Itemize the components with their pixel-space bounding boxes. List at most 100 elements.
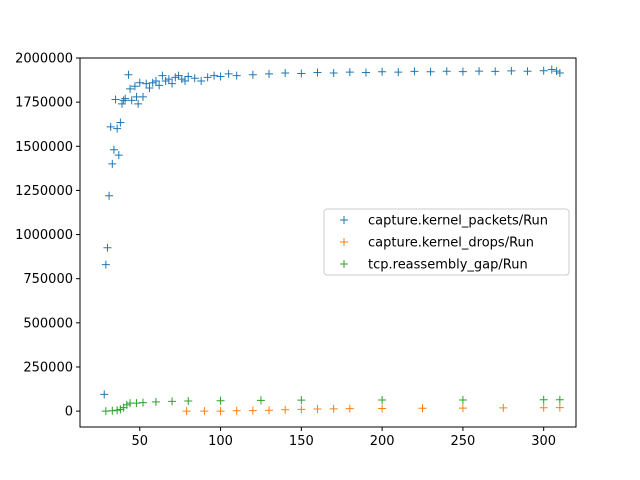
data-point: [100, 390, 109, 399]
data-point: [151, 397, 160, 406]
data-point: [378, 67, 387, 76]
data-point: [232, 71, 241, 80]
data-point: [216, 72, 225, 81]
data-point: [297, 405, 306, 414]
data-point: [378, 404, 387, 413]
y-tick-label: 1000000: [15, 228, 73, 243]
data-point: [174, 71, 183, 80]
data-point: [135, 78, 144, 87]
data-point: [121, 94, 130, 103]
data-point: [345, 68, 354, 77]
legend: capture.kernel_packets/Run capture.kernel…: [323, 208, 570, 276]
data-point: [297, 69, 306, 78]
data-point: [184, 397, 193, 406]
data-point: [114, 151, 123, 160]
legend-marker: [340, 238, 348, 246]
data-point: [122, 400, 131, 409]
data-point: [116, 405, 125, 414]
data-point: [161, 76, 170, 85]
data-point: [458, 395, 467, 404]
data-point: [507, 66, 516, 75]
data-point: [190, 74, 199, 83]
data-point: [442, 67, 451, 76]
y-tick-label: 250000: [23, 360, 73, 375]
x-tick-label: 200: [370, 434, 395, 449]
data-point: [116, 118, 125, 127]
data-point: [105, 191, 114, 200]
axes: 50 100 150 200 250 300 0 250000 500000 750000 1000…: [15, 52, 577, 449]
data-point: [111, 95, 120, 104]
data-point: [184, 72, 193, 81]
data-point: [118, 99, 127, 108]
legend-label: tcp.reassembly_gap/Run: [368, 258, 528, 273]
data-point: [113, 124, 122, 133]
data-point: [418, 404, 427, 413]
legend-marker: [340, 216, 348, 224]
data-point: [139, 92, 148, 101]
data-point: [181, 76, 190, 85]
data-point: [297, 396, 306, 405]
data-point: [127, 96, 136, 105]
legend-marker: [340, 260, 348, 268]
data-point: [475, 67, 484, 76]
data-point: [109, 145, 118, 154]
data-point: [458, 67, 467, 76]
data-point: [426, 67, 435, 76]
legend-box: [323, 208, 570, 276]
series-2: [101, 395, 564, 416]
data-point: [197, 76, 206, 85]
data-point: [248, 70, 257, 79]
data-point: [491, 67, 500, 76]
data-point: [539, 395, 548, 404]
data-point: [410, 67, 419, 76]
series-1: [182, 403, 564, 416]
data-point: [119, 96, 128, 105]
data-point: [281, 405, 290, 414]
legend-label: capture.kernel_packets/Run: [368, 214, 548, 229]
data-point: [101, 260, 110, 269]
data-point: [555, 395, 564, 404]
data-point: [394, 68, 403, 77]
data-point: [132, 399, 141, 408]
data-point: [248, 406, 257, 415]
data-point: [203, 73, 212, 82]
data-point: [361, 68, 370, 77]
y-tick-label: 1250000: [15, 184, 73, 199]
data-point: [168, 397, 177, 406]
y-tick-label: 0: [65, 405, 73, 420]
data-point: [103, 243, 112, 252]
data-point: [523, 67, 532, 76]
data-point: [265, 69, 274, 78]
x-tick-label: 300: [531, 434, 556, 449]
x-tick-label: 250: [450, 434, 475, 449]
plot-area: [100, 65, 564, 416]
data-point: [329, 69, 338, 78]
data-point: [458, 404, 467, 413]
data-point: [200, 407, 209, 416]
data-point: [313, 404, 322, 413]
data-point: [113, 406, 122, 415]
data-point: [329, 404, 338, 413]
data-point: [171, 73, 180, 82]
data-point: [313, 68, 322, 77]
data-point: [499, 403, 508, 412]
data-point: [108, 159, 117, 168]
data-point: [216, 396, 225, 405]
data-point: [145, 84, 154, 93]
data-point: [148, 78, 157, 87]
data-point: [552, 67, 561, 76]
y-tick-label: 750000: [23, 272, 73, 287]
data-point: [155, 81, 164, 90]
data-point: [265, 406, 274, 415]
data-point: [216, 407, 225, 416]
data-point: [126, 84, 135, 93]
data-point: [256, 396, 265, 405]
data-point: [345, 404, 354, 413]
y-tick-label: 1750000: [15, 96, 73, 111]
y-tick-label: 1500000: [15, 140, 73, 155]
data-point: [158, 71, 167, 80]
data-point: [106, 122, 115, 131]
data-point: [177, 75, 186, 84]
data-point: [555, 69, 564, 78]
